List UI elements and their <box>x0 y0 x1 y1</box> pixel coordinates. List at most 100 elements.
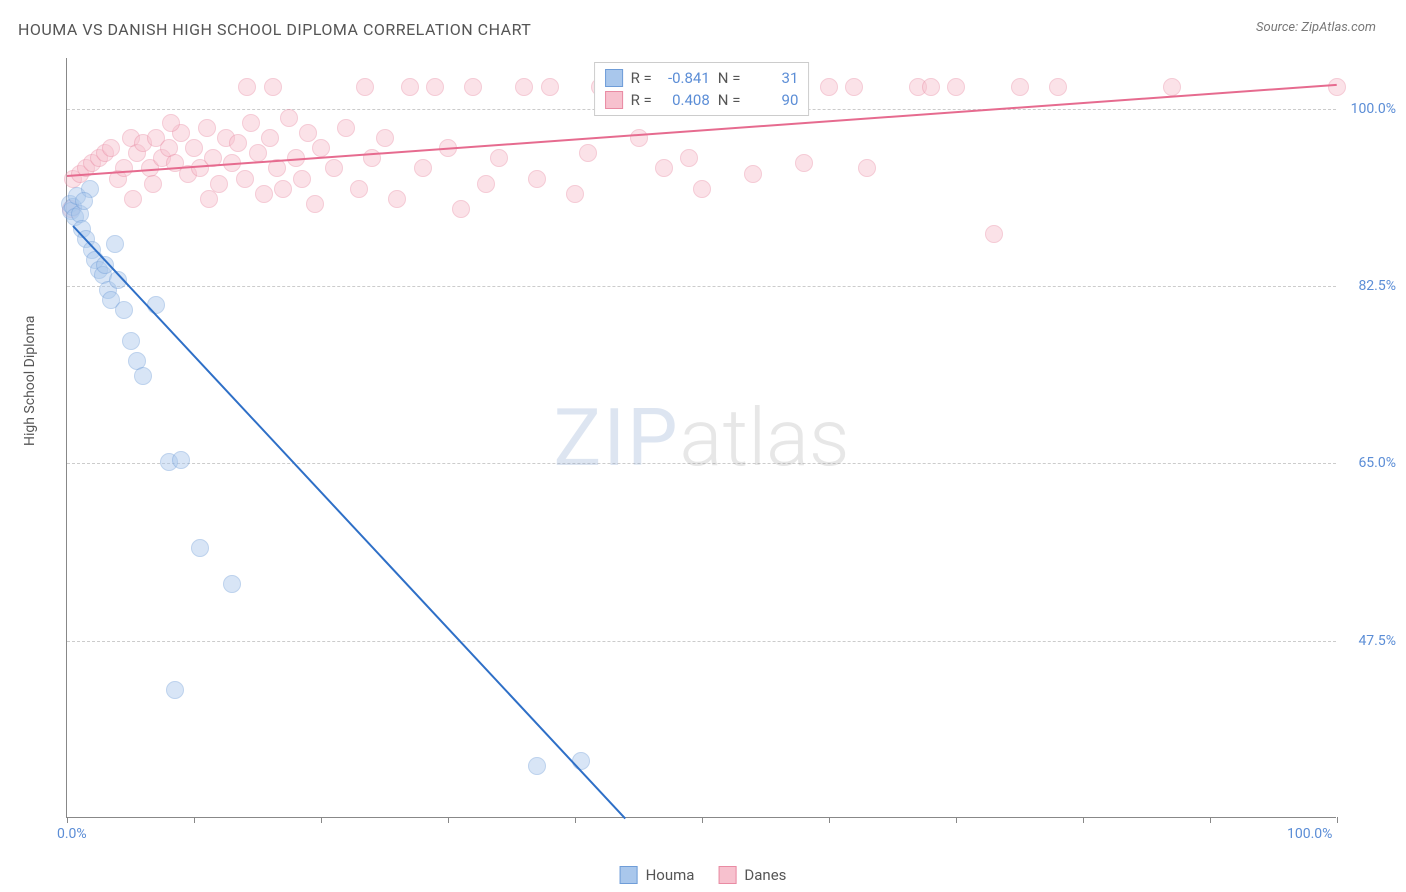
grid-line <box>67 286 1336 287</box>
x-tick <box>575 817 576 823</box>
danes-point <box>795 154 813 172</box>
houma-point <box>147 296 165 314</box>
danes-swatch-icon <box>605 91 623 109</box>
houma-point <box>223 575 241 593</box>
x-tick <box>1210 817 1211 823</box>
danes-point <box>388 190 406 208</box>
correlation-legend-row-houma: R = -0.841 N = 31 <box>605 67 799 89</box>
y-tick-label: 82.5% <box>1358 278 1396 294</box>
x-tick <box>194 817 195 823</box>
danes-point <box>528 170 546 188</box>
houma-point <box>172 451 190 469</box>
houma-point <box>122 332 140 350</box>
danes-point <box>325 159 343 177</box>
x-tick <box>956 817 957 823</box>
danes-point <box>236 170 254 188</box>
source-label: Source: ZipAtlas.com <box>1256 20 1376 35</box>
danes-point <box>198 119 216 137</box>
danes-point <box>579 144 597 162</box>
grid-line <box>67 463 1336 464</box>
houma-trend-line <box>73 226 627 820</box>
danes-point <box>144 175 162 193</box>
danes-point <box>630 129 648 147</box>
danes-point <box>693 180 711 198</box>
watermark: ZIPatlas <box>553 391 849 485</box>
n-label: N = <box>718 91 741 109</box>
watermark-atlas: atlas <box>680 391 850 485</box>
x-tick <box>448 817 449 823</box>
danes-point <box>229 134 247 152</box>
houma-point <box>191 539 209 557</box>
grid-line <box>67 641 1336 642</box>
y-tick-label: 100.0% <box>1351 101 1396 117</box>
houma-swatch-icon <box>620 866 638 884</box>
danes-point <box>124 190 142 208</box>
x-tick <box>702 817 703 823</box>
danes-point <box>350 180 368 198</box>
danes-point <box>858 159 876 177</box>
x-tick <box>1083 817 1084 823</box>
y-tick-label: 47.5% <box>1358 633 1396 649</box>
series-legend: Houma Danes <box>620 866 787 884</box>
danes-point <box>280 109 298 127</box>
danes-point <box>985 225 1003 243</box>
danes-r-value: 0.408 <box>660 91 710 109</box>
watermark-zip: ZIP <box>553 391 679 485</box>
danes-point <box>299 124 317 142</box>
danes-point <box>312 139 330 157</box>
series-legend-danes: Danes <box>718 866 786 884</box>
danes-point <box>242 114 260 132</box>
houma-label: Houma <box>646 866 695 884</box>
danes-point <box>845 78 863 96</box>
y-tick-label: 65.0% <box>1358 455 1396 471</box>
danes-point <box>376 129 394 147</box>
danes-point <box>1328 78 1346 96</box>
series-legend-houma: Houma <box>620 866 695 884</box>
x-tick <box>321 817 322 823</box>
danes-point <box>249 144 267 162</box>
houma-r-value: -0.841 <box>660 69 710 87</box>
houma-point <box>528 757 546 775</box>
danes-point <box>306 195 324 213</box>
danes-point <box>356 78 374 96</box>
r-label: R = <box>631 91 652 109</box>
danes-point <box>820 78 838 96</box>
houma-swatch-icon <box>605 69 623 87</box>
correlation-legend: R = -0.841 N = 31 R = 0.408 N = 90 <box>594 62 810 116</box>
danes-point <box>293 170 311 188</box>
danes-point <box>515 78 533 96</box>
danes-point <box>947 78 965 96</box>
correlation-legend-row-danes: R = 0.408 N = 90 <box>605 89 799 111</box>
x-tick-label: 0.0% <box>57 826 87 842</box>
danes-n-value: 90 <box>748 91 798 109</box>
plot-inner: ZIPatlas R = -0.841 N = 31 R = 0.408 N =… <box>66 58 1336 818</box>
danes-point <box>566 185 584 203</box>
x-tick-label: 100.0% <box>1287 826 1332 842</box>
danes-point <box>274 180 292 198</box>
x-tick <box>829 817 830 823</box>
danes-point <box>1163 78 1181 96</box>
danes-point <box>264 78 282 96</box>
danes-point <box>744 165 762 183</box>
houma-n-value: 31 <box>748 69 798 87</box>
r-label: R = <box>631 69 652 87</box>
danes-label: Danes <box>744 866 786 884</box>
houma-point <box>75 192 93 210</box>
houma-point <box>115 301 133 319</box>
chart-title: HOUMA VS DANISH HIGH SCHOOL DIPLOMA CORR… <box>18 20 531 39</box>
danes-point <box>102 139 120 157</box>
plot-area: ZIPatlas R = -0.841 N = 31 R = 0.408 N =… <box>58 58 1368 828</box>
danes-point <box>490 149 508 167</box>
houma-point <box>166 681 184 699</box>
chart-container: HOUMA VS DANISH HIGH SCHOOL DIPLOMA CORR… <box>0 0 1406 892</box>
houma-point <box>134 367 152 385</box>
danes-point <box>200 190 218 208</box>
danes-point <box>115 159 133 177</box>
danes-point <box>452 200 470 218</box>
danes-point <box>185 139 203 157</box>
x-tick <box>67 817 68 823</box>
danes-point <box>414 159 432 177</box>
danes-point <box>1049 78 1067 96</box>
danes-point <box>464 78 482 96</box>
y-axis-label: High School Diploma <box>22 316 38 446</box>
